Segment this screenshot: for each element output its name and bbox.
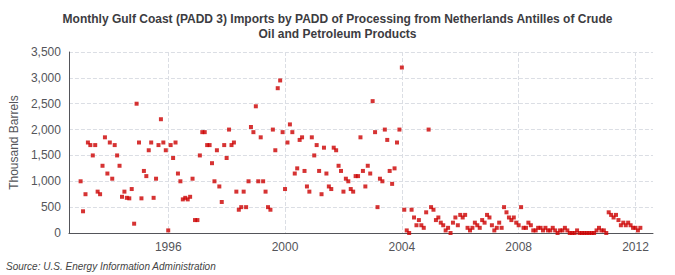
svg-text:Oil and Petroleum Products: Oil and Petroleum Products	[258, 27, 416, 41]
svg-text:2012: 2012	[622, 240, 649, 254]
svg-text:2000: 2000	[272, 240, 299, 254]
svg-text:1,500: 1,500	[31, 148, 61, 162]
svg-text:2004: 2004	[388, 240, 415, 254]
svg-text:500: 500	[41, 200, 61, 214]
svg-text:3,500: 3,500	[31, 45, 61, 59]
svg-text:Thousand Barrels: Thousand Barrels	[7, 95, 21, 190]
svg-text:3,000: 3,000	[31, 71, 61, 85]
svg-text:1996: 1996	[155, 240, 182, 254]
svg-text:2008: 2008	[505, 240, 532, 254]
svg-text:2,000: 2,000	[31, 123, 61, 137]
svg-text:Monthly Gulf Coast (PADD 3) Im: Monthly Gulf Coast (PADD 3) Imports by P…	[63, 12, 613, 26]
svg-text:1,000: 1,000	[31, 174, 61, 188]
svg-text:Source: U.S. Energy Informatio: Source: U.S. Energy Information Administ…	[6, 261, 216, 272]
svg-text:0: 0	[54, 226, 61, 240]
svg-text:2,500: 2,500	[31, 97, 61, 111]
